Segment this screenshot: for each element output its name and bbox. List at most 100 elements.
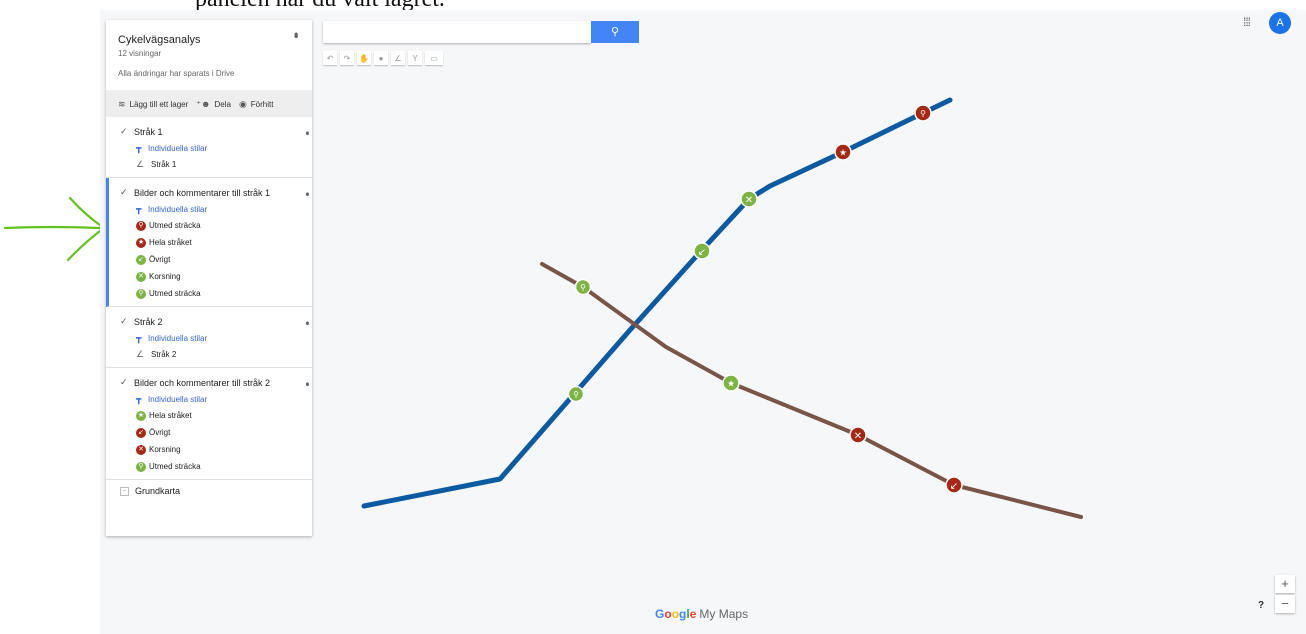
layer-checkbox[interactable]: ✓ — [120, 377, 128, 387]
map-title[interactable]: Cykelvägsanalys — [118, 34, 201, 46]
star-icon: ★ — [136, 237, 146, 248]
paint-roller-icon: ┳ — [136, 142, 142, 153]
panel-toolbar: ≋ Lägg till ett lager ⁺☻ Dela ◉ Förhitt — [106, 91, 312, 117]
layer-item[interactable]: ✕ Korsning — [106, 441, 312, 458]
layer-item[interactable]: ∠ Stråk 2 — [136, 349, 177, 359]
google-logo: Google — [655, 607, 697, 621]
directions-icon[interactable]: Y — [408, 51, 422, 65]
individual-styles-link[interactable]: ┳ Individuella stilar — [136, 332, 208, 343]
marker-star-red[interactable]: ★ — [834, 143, 852, 161]
layer-item[interactable]: ⚲ Utmed sträcka — [109, 217, 312, 234]
marker-bike-red[interactable]: ⚲ — [914, 104, 932, 122]
search-button[interactable]: ⚲ — [591, 21, 639, 43]
marker-cross-green[interactable]: ✕ — [740, 190, 758, 208]
layer-bilder-strak-2: ✓ Bilder och kommentarer till stråk 2 ••• … — [106, 368, 312, 480]
individual-styles-link[interactable]: ┳ Individuella stilar — [136, 203, 208, 214]
paint-roller-icon: ┳ — [136, 332, 142, 343]
cross-icon: ✕ — [136, 271, 146, 282]
more-options-icon[interactable]: ••• — [289, 32, 303, 36]
layer-item[interactable]: ✕ Korsning — [109, 268, 312, 285]
save-status: Alla ändringar har sparats i Drive — [118, 69, 235, 78]
avatar[interactable]: A — [1269, 12, 1291, 34]
ruler-icon[interactable]: ▭ — [425, 51, 443, 65]
marker-cross-red[interactable]: ✕ — [849, 426, 867, 444]
layer-item[interactable]: ↙ Övrigt — [106, 424, 312, 441]
marker-bike-green-route2[interactable]: ⚲ — [574, 278, 592, 296]
svg-text:✕: ✕ — [854, 431, 862, 442]
paint-roller-icon: ┳ — [136, 203, 142, 214]
svg-text:⚲: ⚲ — [920, 109, 926, 118]
expand-icon[interactable]: – — [120, 486, 129, 496]
layer-options-icon[interactable]: ••• — [301, 191, 312, 194]
layer-name[interactable]: Stråk 1 — [134, 126, 163, 137]
redo-icon[interactable]: ↷ — [340, 51, 354, 65]
svg-text:↙: ↙ — [950, 481, 958, 492]
zoom-out-button[interactable]: − — [1275, 595, 1295, 613]
layer-name[interactable]: Bilder och kommentarer till stråk 2 — [134, 377, 271, 388]
route-2-line[interactable] — [540, 262, 1083, 519]
bike-icon: ⚲ — [136, 288, 146, 299]
paint-roller-icon: ┳ — [136, 393, 142, 404]
individual-styles-link[interactable]: ┳ Individuella stilar — [136, 142, 208, 153]
zoom-in-button[interactable]: + — [1275, 575, 1295, 593]
search-icon: ⚲ — [610, 26, 620, 38]
draw-line-icon[interactable]: ∠ — [391, 51, 405, 65]
layer-item[interactable]: ↙ Övrigt — [109, 251, 312, 268]
line-icon: ∠ — [136, 349, 145, 359]
layer-item[interactable]: ★ Hela stråket — [136, 410, 192, 421]
individual-styles-link[interactable]: ┳ Individuella stilar — [136, 393, 208, 404]
basemap-row[interactable]: – Grundkarta — [106, 480, 312, 502]
undo-icon[interactable]: ↶ — [323, 51, 337, 65]
svg-text:✕: ✕ — [745, 195, 753, 206]
marker-bike-green-route1[interactable]: ⚲ — [567, 385, 585, 403]
layer-options-icon[interactable]: ••• — [301, 381, 312, 384]
document-margin — [0, 0, 100, 634]
bike-icon: ⚲ — [136, 461, 146, 472]
hand-icon[interactable]: ✋ — [357, 51, 371, 65]
svg-text:★: ★ — [727, 380, 735, 390]
view-count: 12 visningar — [118, 49, 162, 58]
add-layer-button[interactable]: ≋ Lägg till ett lager — [118, 98, 189, 109]
apps-grid-icon[interactable]: ⁞⁞⁞ — [1243, 15, 1251, 29]
arrow-icon: ↙ — [136, 254, 146, 265]
arrow-icon: ↙ — [136, 427, 146, 438]
help-button[interactable]: ? — [1257, 600, 1265, 611]
svg-text:⚲: ⚲ — [573, 390, 579, 399]
bike-icon: ⚲ — [136, 220, 146, 231]
layer-strak-2: ✓ Stråk 2 ••• ┳ Individuella stilar ∠ Stråk … — [106, 307, 312, 368]
layer-checkbox[interactable]: ✓ — [120, 187, 128, 197]
document-partial-text: panelen har du valt lagret. — [195, 0, 445, 13]
add-person-icon: ⁺☻ — [196, 98, 211, 109]
star-icon: ★ — [136, 410, 146, 421]
marker-arrow-green[interactable]: ↙ — [693, 242, 711, 260]
search-input[interactable] — [323, 21, 591, 43]
marker-arrow-red[interactable]: ↙ — [945, 476, 963, 494]
preview-button[interactable]: ◉ Förhitt — [238, 98, 274, 109]
layer-item[interactable]: ⚲ Utmed sträcka — [106, 458, 312, 475]
eye-icon: ◉ — [238, 98, 247, 109]
marker-icon[interactable]: ● — [374, 51, 388, 65]
layers-panel: Cykelvägsanalys 12 visningar Alla ändrin… — [106, 20, 312, 536]
layer-checkbox[interactable]: ✓ — [120, 316, 128, 326]
layer-item[interactable]: ⚲ Utmed sträcka — [109, 285, 312, 302]
layer-item[interactable]: ★ Hela stråket — [136, 237, 192, 248]
layer-item[interactable]: ∠ Stråk 1 — [136, 159, 177, 169]
marker-star-green[interactable]: ★ — [722, 374, 740, 392]
layers-icon: ≋ — [118, 98, 126, 109]
layer-name[interactable]: Stråk 2 — [134, 316, 163, 327]
layer-bilder-strak-1: ✓ Bilder och kommentarer till stråk 1 ••• … — [106, 178, 312, 307]
my-maps-label: My Maps — [699, 607, 749, 621]
cross-icon: ✕ — [136, 444, 146, 455]
share-button[interactable]: ⁺☻ Dela — [196, 98, 231, 109]
layer-name[interactable]: Bilder och kommentarer till stråk 1 — [134, 187, 271, 198]
svg-text:⚲: ⚲ — [580, 283, 586, 292]
route-1-line[interactable] — [361, 97, 953, 509]
layer-options-icon[interactable]: ••• — [301, 320, 312, 323]
layer-checkbox[interactable]: ✓ — [120, 126, 128, 136]
line-icon: ∠ — [136, 159, 145, 169]
basemap-label: Grundkarta — [135, 486, 181, 496]
google-my-maps-logo: Google My Maps — [655, 607, 748, 621]
svg-text:★: ★ — [839, 149, 847, 159]
layer-options-icon[interactable]: ••• — [301, 130, 312, 133]
